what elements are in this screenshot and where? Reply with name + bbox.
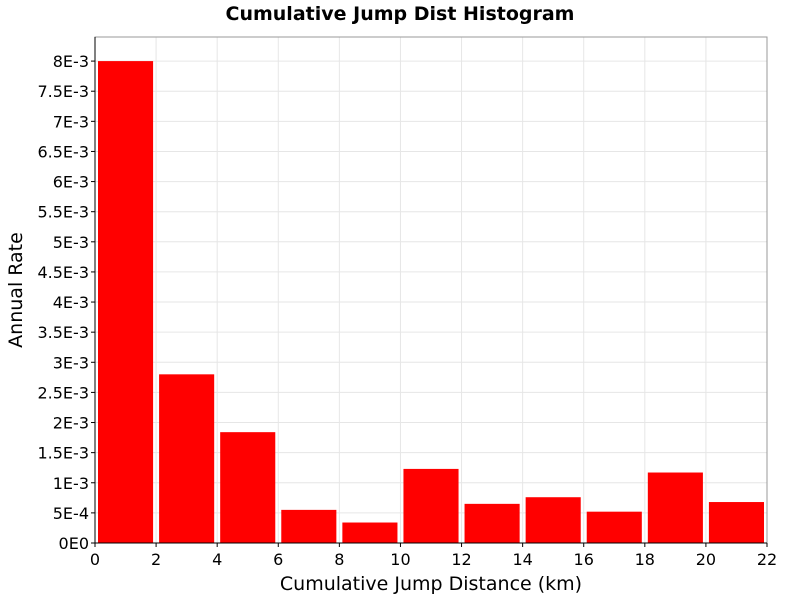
- x-tick-label: 0: [90, 550, 100, 569]
- y-tick-label: 7E-3: [53, 112, 89, 131]
- histogram-bar: [708, 502, 764, 543]
- y-tick-label: 3E-3: [53, 353, 89, 372]
- histogram-bar: [586, 511, 642, 543]
- histogram-bar: [98, 61, 154, 543]
- histogram-bar: [159, 374, 215, 543]
- x-tick-label: 16: [574, 550, 594, 569]
- y-tick-label: 8E-3: [53, 52, 89, 71]
- histogram-bar: [342, 522, 398, 543]
- axes: 0E0 5E-4 1E-3 1.5E-3 2E-3 2.5E-3 3E-3 3.5E-3 4E-…: [37, 37, 777, 569]
- y-axis-label: Annual Rate: [5, 232, 27, 348]
- y-tick-label: 2E-3: [53, 414, 89, 433]
- histogram-bar: [464, 503, 520, 543]
- histogram-bar: [220, 432, 276, 543]
- y-tick-label: 6.5E-3: [37, 142, 89, 161]
- x-tick-label: 2: [151, 550, 161, 569]
- x-tick-label: 20: [696, 550, 716, 569]
- chart-title: Cumulative Jump Dist Histogram: [226, 3, 575, 25]
- histogram-bar: [403, 468, 459, 543]
- x-tick-label: 10: [390, 550, 410, 569]
- x-tick-label: 6: [273, 550, 283, 569]
- x-tick-label: 14: [512, 550, 532, 569]
- y-tick-label: 5E-4: [53, 504, 89, 523]
- y-tick-label: 5E-3: [53, 233, 89, 252]
- histogram-bar: [525, 497, 581, 543]
- y-tick-label: 4E-3: [53, 293, 89, 312]
- y-tick-label: 0E0: [59, 534, 89, 553]
- x-tick-label: 8: [334, 550, 344, 569]
- x-axis-label: Cumulative Jump Distance (km): [280, 573, 582, 595]
- x-tick-label: 12: [451, 550, 471, 569]
- x-tick-label: 18: [635, 550, 655, 569]
- histogram-bar: [281, 509, 337, 543]
- x-tick-label: 4: [212, 550, 222, 569]
- y-tick-label: 6E-3: [53, 173, 89, 192]
- y-tick-label: 1E-3: [53, 474, 89, 493]
- histogram-bar: [647, 472, 703, 543]
- y-tick-label: 7.5E-3: [37, 82, 89, 101]
- x-tick-label: 22: [757, 550, 777, 569]
- y-tick-label: 2.5E-3: [37, 383, 89, 402]
- y-tick-label: 1.5E-3: [37, 444, 89, 463]
- y-tick-label: 3.5E-3: [37, 323, 89, 342]
- y-tick-label: 4.5E-3: [37, 263, 89, 282]
- y-tick-label: 5.5E-3: [37, 203, 89, 222]
- bars: [98, 61, 764, 543]
